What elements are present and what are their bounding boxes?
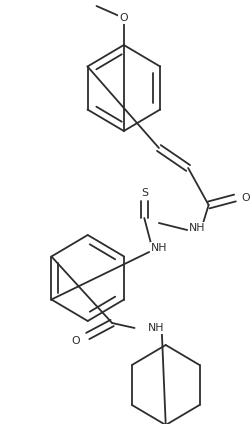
- Text: NH: NH: [150, 243, 167, 253]
- Text: O: O: [241, 193, 250, 203]
- Text: S: S: [140, 188, 147, 198]
- Text: O: O: [71, 336, 80, 346]
- Text: NH: NH: [148, 323, 164, 333]
- Text: NH: NH: [188, 223, 205, 233]
- Text: O: O: [119, 13, 128, 23]
